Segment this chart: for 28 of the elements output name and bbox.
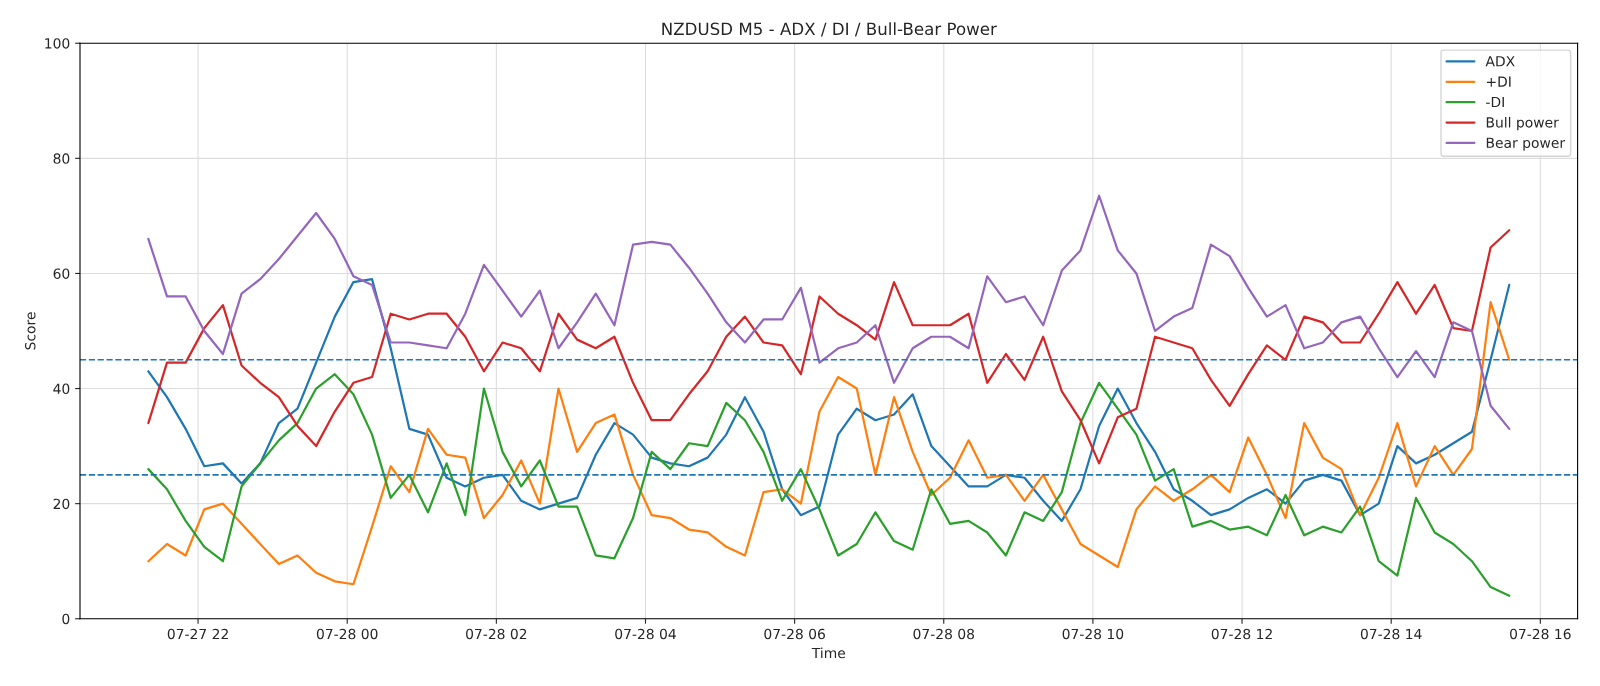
x-tick-label: 07-28 12 [1211, 628, 1272, 640]
y-tick-label: 40 [53, 383, 70, 395]
y-tick-label: 80 [53, 153, 70, 164]
x-tick-label: 07-27 22 [167, 628, 228, 640]
legend-label: +DI [1486, 76, 1511, 87]
line-series [147, 301, 1511, 586]
x-tick-label: 07-28 04 [615, 628, 676, 640]
x-tick-label: 07-28 14 [1360, 628, 1422, 640]
y-tick-label: 0 [62, 613, 70, 625]
line-series [147, 194, 1511, 430]
legend-label: Bull power [1486, 116, 1559, 131]
chart-title: NZDUSD M5 - ADX / DI / Bull-Bear Power [662, 22, 997, 37]
legend-label: Bear power [1486, 137, 1566, 151]
x-tick-label: 07-28 10 [1062, 628, 1124, 640]
legend-label: ADX [1485, 56, 1515, 67]
x-axis-title: Time [811, 647, 846, 659]
x-tick-label: 07-28 16 [1510, 628, 1571, 640]
line-series [147, 229, 1511, 465]
x-tick-label: 07-28 02 [466, 628, 527, 640]
x-tick-label: 07-28 06 [764, 628, 825, 640]
y-axis-title: Score [25, 312, 36, 350]
line-series [147, 373, 1511, 597]
x-tick-label: 07-28 08 [913, 628, 975, 640]
x-tick-label: 07-28 00 [316, 628, 378, 640]
y-tick-label: 60 [53, 268, 70, 279]
y-tick-label: 100 [45, 38, 70, 49]
y-tick-label: 20 [53, 498, 70, 510]
legend-label: -DI [1486, 96, 1504, 108]
